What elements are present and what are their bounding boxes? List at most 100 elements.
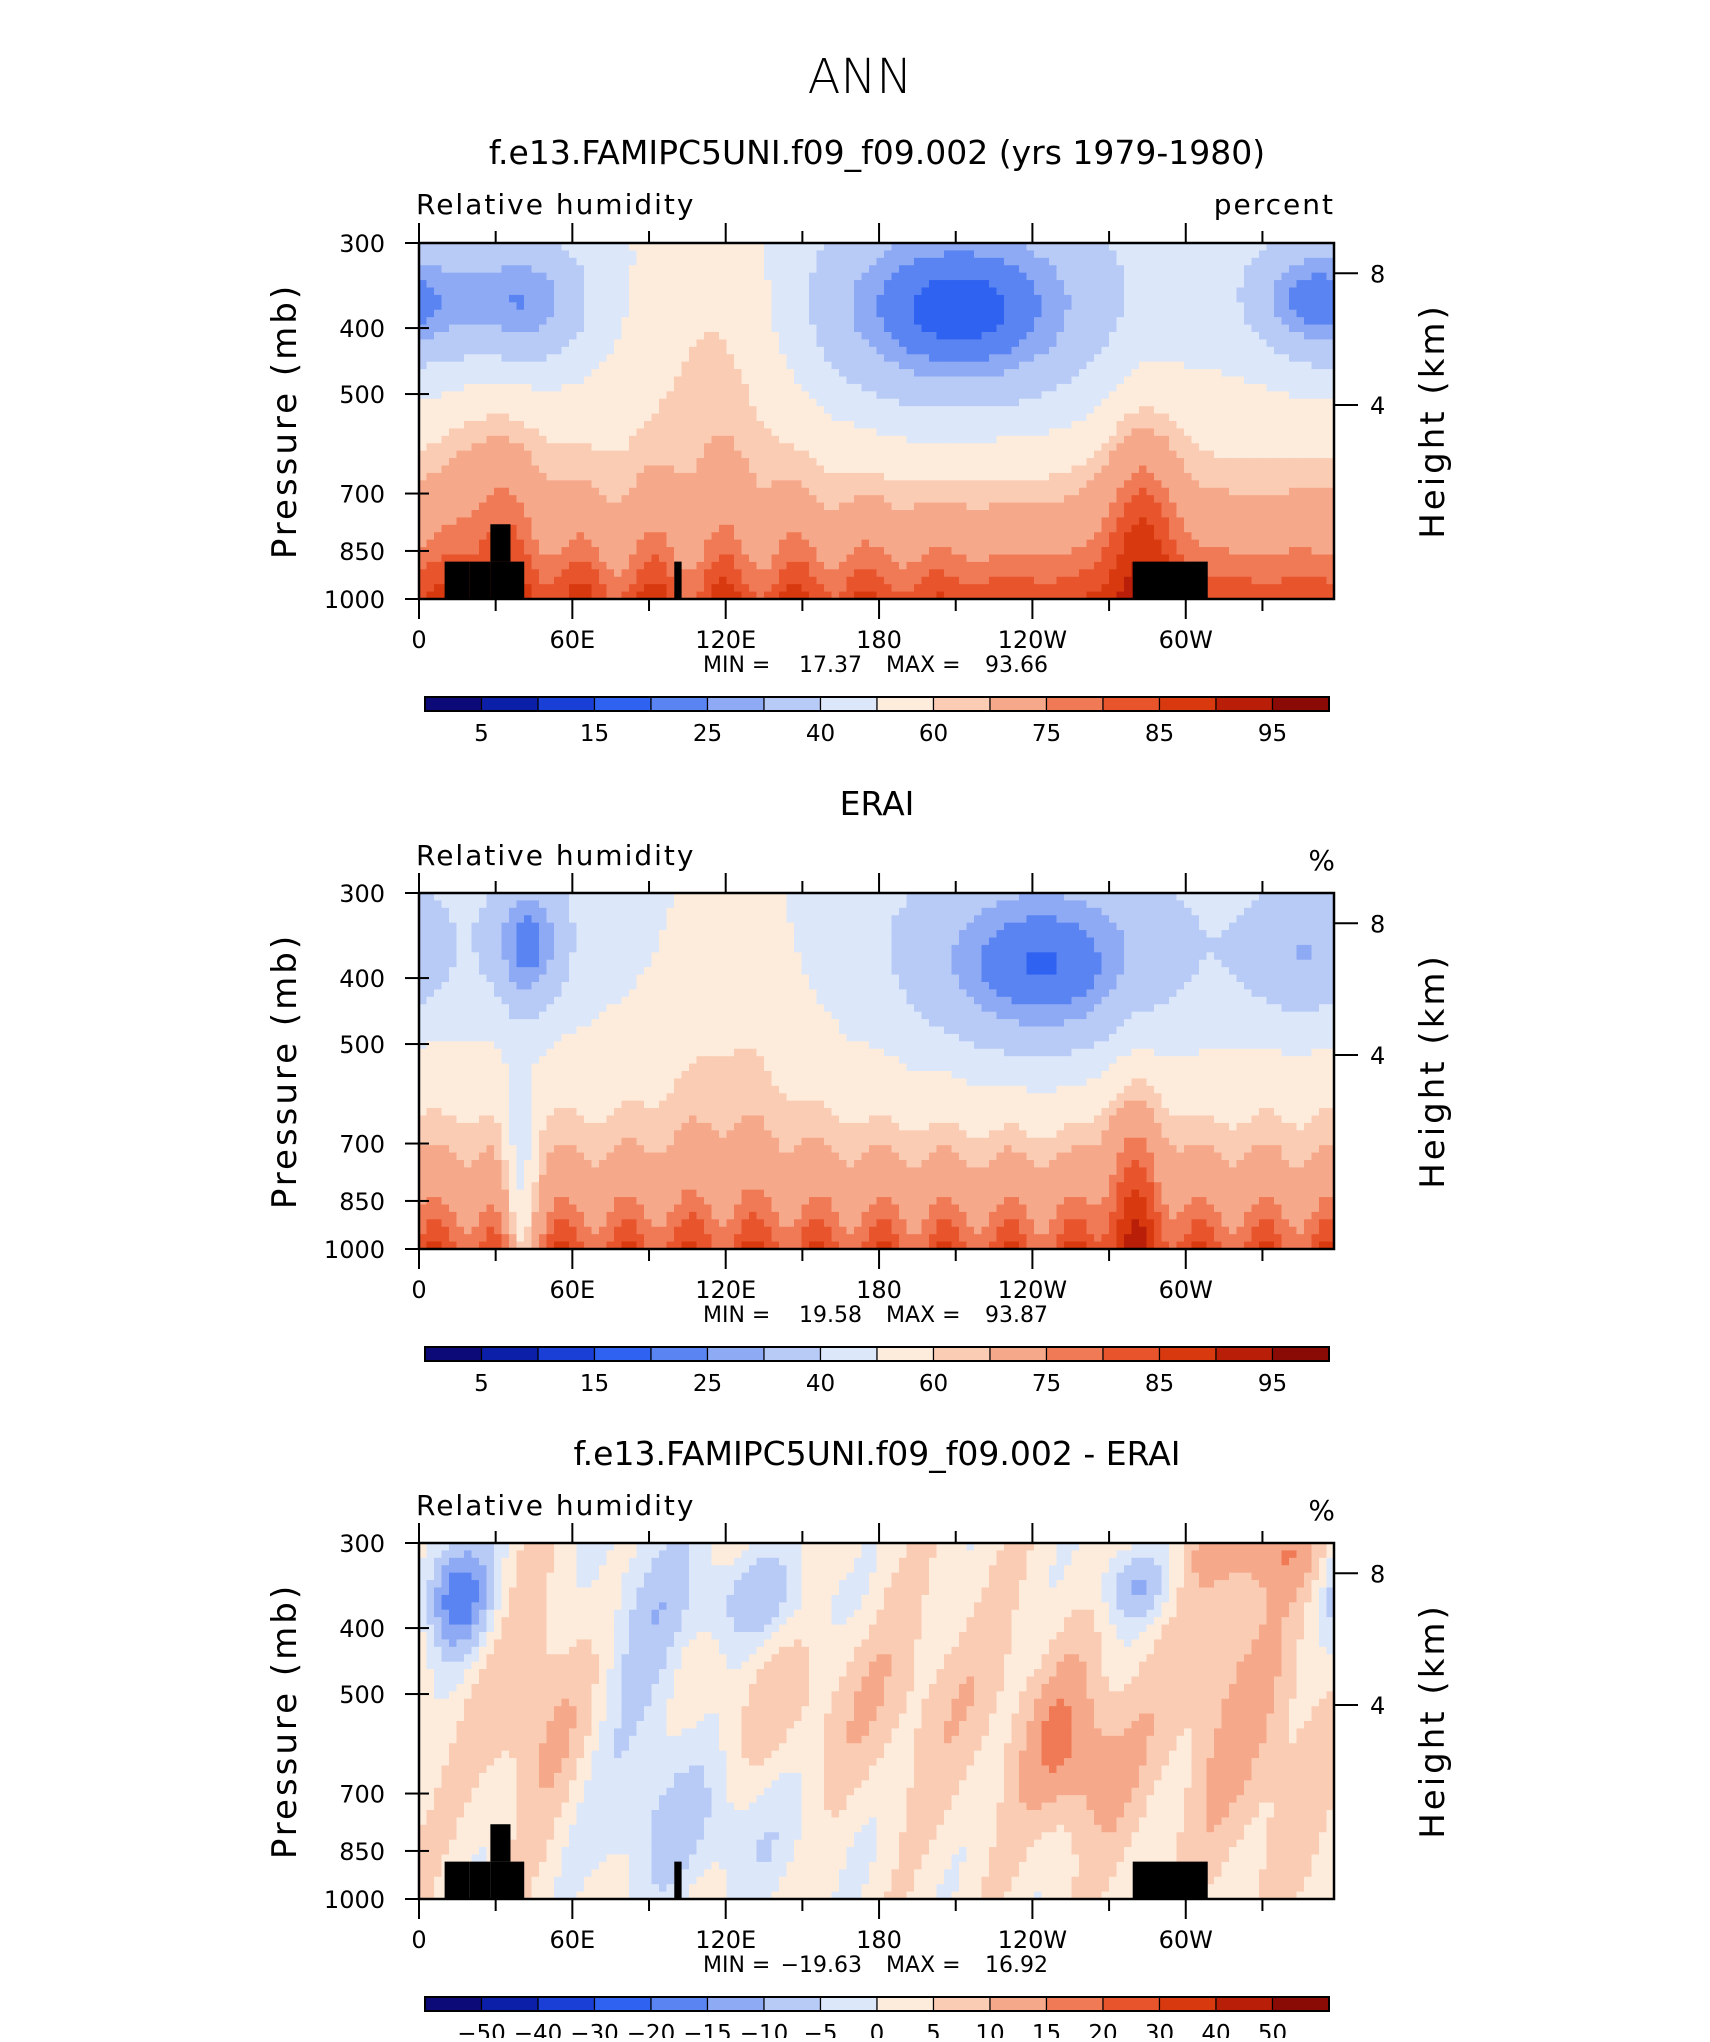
contour-cell [1094,257,1103,266]
contour-cell [621,265,630,274]
contour-cell [1056,502,1065,511]
contour-cell [524,317,533,326]
contour-cell [1289,406,1298,415]
contour-cell [711,495,720,504]
contour-cell [1296,280,1305,289]
contour-cell [659,398,668,407]
contour-cell [1221,406,1230,415]
contour-cell [764,510,773,519]
contour-cell [471,272,480,281]
contour-cell [1319,517,1328,526]
contour-cell [636,272,645,281]
contour-cell [1101,539,1110,548]
contour-cell [591,502,600,511]
contour-cell [1071,480,1080,489]
contour-cell [906,369,915,378]
contour-cell [426,376,435,385]
contour-cell [704,361,713,370]
contour-cell [839,458,848,467]
contour-cell [1026,309,1035,318]
contour-cell [1319,376,1328,385]
contour-cell [854,346,863,355]
contour-cell [711,317,720,326]
contour-cell [696,354,705,363]
contour-cell [486,517,495,526]
contour-cell [644,428,653,437]
contour-cell [1154,324,1163,333]
contour-cell [861,376,870,385]
contour-cell [621,539,630,548]
contour-cell [1034,294,1043,303]
contour-cell [1131,472,1140,481]
contour-cell [644,280,653,289]
contour-cell [794,369,803,378]
contour-cell [1071,309,1080,318]
contour-cell [989,257,998,266]
contour-cell [1229,510,1238,519]
contour-cell [1049,480,1058,489]
contour-cell [576,517,585,526]
contour-cell [1259,287,1268,296]
contour-cell [906,458,915,467]
contour-cell [606,472,615,481]
contour-cell [494,376,503,385]
contour-cell [1109,502,1118,511]
contour-cell [606,361,615,370]
contour-cell [906,517,915,526]
contour-cell [486,510,495,519]
contour-cell [1326,265,1335,274]
contour-cell [936,287,945,296]
contour-cell [456,354,465,363]
contour-cell [891,443,900,452]
contour-cell [696,376,705,385]
contour-cell [809,272,818,281]
contour-cell [906,302,915,311]
contour-cell [1034,369,1043,378]
contour-cell [419,472,428,481]
contour-cell [449,376,458,385]
contour-cell [1214,398,1223,407]
contour-cell [651,465,660,474]
contour-cell [696,487,705,496]
contour-cell [1041,524,1050,533]
contour-cell [464,383,473,392]
contour-cell [831,287,840,296]
contour-cell [741,309,750,318]
contour-cell [689,428,698,437]
contour-cell [1116,406,1125,415]
contour-cell [914,272,923,281]
contour-cell [569,524,578,533]
contour-cell [561,324,570,333]
contour-cell [996,413,1005,422]
contour-cell [921,510,930,519]
contour-cell [1116,287,1125,296]
contour-cell [854,428,863,437]
contour-cell [666,435,675,444]
contour-cell [996,250,1005,259]
contour-cell [929,472,938,481]
contour-cell [1304,294,1313,303]
contour-cell [951,539,960,548]
contour-cell [1011,302,1020,311]
contour-cell [711,524,720,533]
contour-cell [561,250,570,259]
contour-cell [734,332,743,341]
contour-cell [974,383,983,392]
contour-cell [1131,532,1140,541]
contour-cell [1266,354,1275,363]
contour-cell [501,309,510,318]
contour-cell [974,532,983,541]
contour-cell [1161,369,1170,378]
contour-cell [989,428,998,437]
contour-cell [944,435,953,444]
contour-cell [989,332,998,341]
contour-cell [704,502,713,511]
contour-cell [831,243,840,252]
contour-cell [764,539,773,548]
contour-cell [1124,398,1133,407]
contour-cell [734,383,743,392]
contour-cell [434,272,443,281]
contour-cell [749,332,758,341]
contour-cell [1056,346,1065,355]
contour-cell [981,398,990,407]
